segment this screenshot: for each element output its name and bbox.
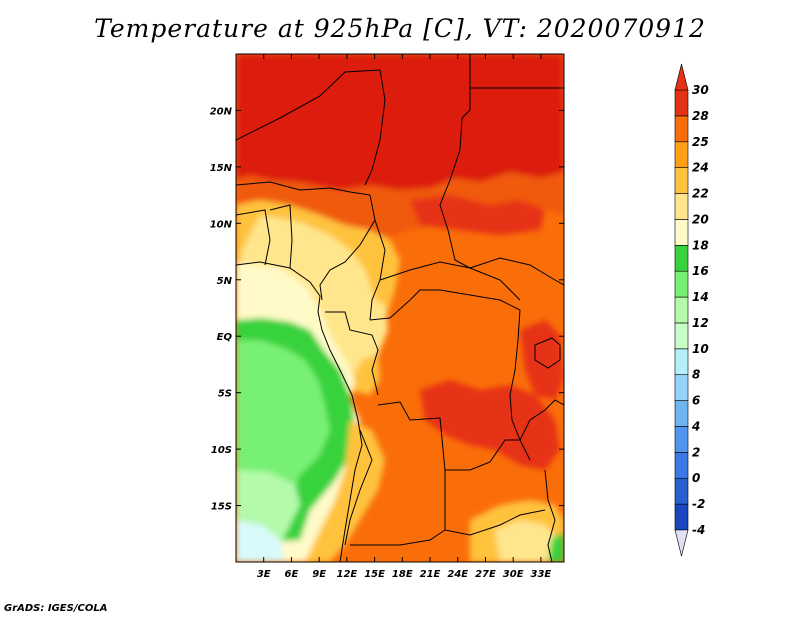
colorbar-swatch: [674, 167, 689, 194]
temperature-field: [236, 54, 564, 562]
region-southeast-pale: [495, 520, 560, 562]
x-tick-label: 12E: [336, 569, 357, 580]
colorbar-swatch: [674, 193, 689, 220]
colorbar-swatch: [674, 322, 689, 350]
colorbar-swatch: [674, 374, 689, 401]
colorbar-label: 22: [692, 187, 709, 201]
border-libya-egypt: [461, 54, 471, 119]
y-tick-label: 20N: [210, 106, 233, 117]
colorbar-label: 10: [692, 342, 709, 356]
colorbar-label: 6: [692, 394, 700, 408]
border-libya: [364, 69, 386, 186]
x-tick-label: 18E: [392, 569, 413, 580]
colorbar-label: 30: [692, 83, 709, 97]
colorbar-swatch: [674, 400, 689, 427]
region-chad-hot: [410, 195, 545, 235]
colorbar-swatch: [674, 244, 689, 272]
colorbar-under-arrow: [674, 529, 689, 557]
colorbar-label: 2: [692, 445, 700, 459]
colorbar-label: -4: [692, 523, 705, 537]
border-lake-victoria: [534, 337, 561, 369]
x-tick-label: 27E: [475, 569, 496, 580]
colorbar-label: 0: [692, 471, 700, 485]
border-angola: [344, 429, 373, 546]
colorbar-label: 25: [692, 135, 709, 149]
colorbar-label: 4: [691, 419, 700, 433]
colorbar-swatch: [674, 426, 689, 453]
x-tick-label: 30E: [503, 569, 524, 580]
map-frame: [235, 53, 565, 563]
colorbar-label: 14: [692, 290, 709, 304]
colorbar-swatch: [674, 296, 689, 324]
colorbar-swatch: [674, 348, 689, 376]
x-tick-label: 9E: [312, 569, 326, 580]
colorbar-swatch: [674, 452, 689, 479]
country-borders: [236, 54, 564, 562]
x-tick-label: 24E: [447, 569, 468, 580]
colorbar-label: 8: [692, 368, 700, 382]
region-ocean-corner: [236, 520, 285, 562]
colorbar-label: 20: [692, 212, 709, 226]
colorbar-label: -2: [692, 497, 705, 511]
y-tick-label: 15S: [211, 502, 232, 513]
colorbar-label: 24: [692, 161, 709, 175]
region-ocean-light: [236, 340, 330, 505]
region-congo-hot: [420, 380, 560, 470]
border-angola-zambia: [350, 470, 446, 546]
border-gabon-congo: [325, 311, 379, 396]
colorbar-label: 12: [692, 316, 709, 330]
border-south-sudan: [469, 257, 564, 286]
colorbar-label: 28: [692, 109, 709, 123]
border-ghana-togo: [236, 209, 271, 266]
x-tick-label: 33E: [531, 569, 552, 580]
y-tick-label: EQ: [217, 332, 233, 343]
x-tick-label: 6E: [285, 569, 299, 580]
border-tanzania: [519, 399, 564, 441]
y-tick-label: 10S: [211, 445, 232, 456]
region-east-hot: [520, 320, 564, 400]
y-tick-label: 10N: [210, 219, 233, 230]
y-tick-label: 15N: [210, 163, 233, 174]
region-east-green: [548, 532, 564, 562]
border-zambia-south: [444, 509, 546, 536]
x-axis: 3E 6E 9E 12E 15E 18E 21E 24E 27E 30E 33E: [257, 54, 552, 580]
border-chad-sudan: [439, 117, 471, 269]
border-coast-west: [236, 261, 363, 562]
grads-credit: GrADS: IGES/COLA: [4, 603, 108, 614]
border-niger-nigeria: [236, 181, 371, 196]
border-car-congo: [379, 261, 521, 301]
y-tick-label: 5S: [218, 389, 232, 400]
border-benin: [269, 204, 293, 269]
colorbar-label: 16: [692, 264, 709, 278]
colorbar-swatch: [674, 503, 689, 531]
colorbar-swatch: [674, 115, 689, 143]
y-axis: 20N 15N 10N 5N EQ 5S 10S 15S: [210, 106, 564, 513]
colorbar-swatch: [674, 477, 689, 505]
border-algeria-niger: [236, 69, 381, 141]
y-tick-label: 5N: [217, 276, 233, 287]
border-malawi: [544, 469, 556, 562]
colorbar-swatch: [674, 141, 689, 168]
x-tick-label: 3E: [257, 569, 271, 580]
colorbar-swatch: [674, 270, 689, 298]
x-tick-label: 21E: [420, 569, 441, 580]
colorbar-swatch: [674, 89, 689, 117]
colorbar-label: 18: [692, 238, 709, 252]
border-drc-north: [369, 289, 521, 321]
x-tick-label: 15E: [364, 569, 385, 580]
colorbar-swatch: [674, 219, 689, 246]
chart-title: Temperature at 925hPa [C], VT: 202007091…: [94, 14, 706, 43]
region-angola-coast: [305, 420, 385, 562]
region-sahara: [236, 54, 564, 190]
colorbar-over-arrow: [674, 63, 689, 91]
